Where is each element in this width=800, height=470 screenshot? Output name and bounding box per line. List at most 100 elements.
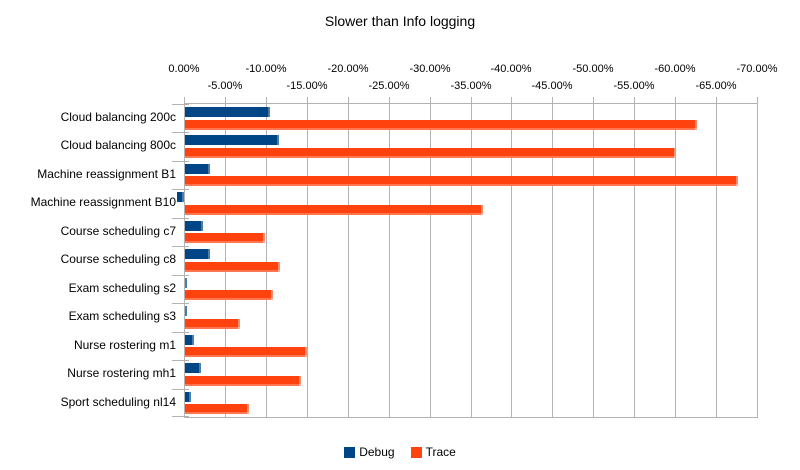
gridline (634, 104, 635, 417)
legend: Debug Trace (0, 443, 800, 461)
x-axis-tick-label: -30.00% (409, 63, 451, 75)
axis-tick (757, 97, 758, 103)
bar-trace-9 (185, 347, 307, 357)
x-axis-tick-label: -55.00% (613, 80, 655, 92)
category-axis-tick (172, 303, 189, 304)
axis-tick (511, 97, 512, 103)
legend-item-debug: Debug (344, 445, 395, 459)
category-label: Exam scheduling s2 (68, 280, 176, 295)
legend-item-trace: Trace (410, 445, 456, 459)
category-label: Machine reassignment B10 (30, 195, 176, 210)
axis-tick (471, 97, 472, 103)
bar-debug-4 (177, 192, 184, 202)
axis-tick (675, 97, 676, 103)
x-axis-tick-label: -50.00% (572, 63, 614, 75)
y-axis-line (184, 104, 185, 417)
x-axis-tick-label: -45.00% (531, 80, 573, 92)
category-label: Cloud balancing 800c (60, 138, 176, 153)
bar-trace-7 (185, 290, 273, 300)
x-axis-tick-label: -10.00% (245, 63, 287, 75)
chart-title: Slower than Info logging (324, 13, 476, 29)
category-axis-tick (172, 189, 189, 190)
x-axis-tick-label: 0.00% (168, 63, 200, 75)
bar-debug-7 (185, 278, 187, 288)
category-axis-tick (172, 218, 189, 219)
axis-tick (225, 97, 226, 103)
category-axis-tick (172, 416, 189, 417)
legend-label-trace: Trace (425, 445, 456, 459)
trace-color-swatch (410, 446, 422, 458)
x-axis-tick-label: -40.00% (490, 63, 532, 75)
axis-tick (716, 97, 717, 103)
category-axis-tick (172, 360, 189, 361)
axis-tick (634, 97, 635, 103)
x-axis-tick-label: -5.00% (207, 80, 243, 92)
bar-trace-11 (185, 404, 249, 414)
bar-debug-2 (185, 135, 279, 145)
x-axis-tick-label: -35.00% (450, 80, 492, 92)
gridline (389, 104, 390, 417)
gridline (552, 104, 553, 417)
category-axis-tick (172, 161, 189, 162)
category-axis-tick (172, 246, 189, 247)
bar-trace-2 (185, 148, 676, 158)
x-axis-tick-label: -20.00% (327, 63, 369, 75)
category-axis-tick (172, 389, 189, 390)
bar-debug-1 (185, 107, 270, 117)
category-label: Cloud balancing 200c (60, 110, 176, 124)
category-label: Nurse rostering mh1 (67, 366, 176, 381)
category-axis-tick (172, 275, 189, 276)
category-label: Sport scheduling nl14 (60, 394, 176, 409)
category-axis-tick (172, 132, 189, 133)
gridline (593, 104, 594, 417)
axis-tick (307, 97, 308, 103)
bar-trace-4 (185, 205, 483, 215)
bar-trace-5 (185, 233, 265, 243)
bar-trace-10 (185, 376, 301, 386)
gridline (348, 104, 349, 417)
bar-debug-8 (185, 306, 187, 316)
legend-label-debug: Debug (359, 445, 395, 459)
x-axis-tick-label: -25.00% (368, 80, 410, 92)
category-label: Machine reassignment B1 (37, 166, 176, 181)
axis-tick (593, 97, 594, 103)
bar-debug-11 (185, 392, 191, 402)
x-axis-tick-label: -15.00% (286, 80, 328, 92)
axis-tick (552, 97, 553, 103)
plot-area (172, 97, 758, 418)
bar-debug-3 (185, 164, 210, 174)
x-axis-tick-label: -65.00% (695, 80, 737, 92)
gridline (511, 104, 512, 417)
category-label: Nurse rostering m1 (73, 337, 176, 352)
bar-debug-10 (185, 363, 201, 373)
x-axis-tick-label: -70.00% (736, 63, 778, 75)
category-label: Course scheduling c8 (60, 252, 176, 267)
bar-trace-3 (185, 176, 738, 186)
bar-debug-6 (185, 249, 210, 259)
gridline (307, 104, 308, 417)
bar-debug-9 (185, 335, 194, 345)
gridline (430, 104, 431, 417)
axis-tick (389, 97, 390, 103)
x-axis-tick-label: -60.00% (654, 63, 696, 75)
gridline (471, 104, 472, 417)
gridline (266, 104, 267, 417)
category-label: Course scheduling c7 (60, 223, 176, 238)
category-axis-tick (172, 104, 189, 105)
axis-tick (348, 97, 349, 103)
axis-tick (184, 97, 185, 103)
bar-trace-1 (185, 120, 697, 130)
gridline (675, 104, 676, 417)
gridline (225, 104, 226, 417)
axis-tick (430, 97, 431, 103)
bar-debug-5 (185, 221, 203, 231)
gridline (716, 104, 717, 417)
gridline (757, 104, 758, 417)
bar-trace-6 (185, 262, 280, 272)
category-label: Exam scheduling s3 (68, 309, 176, 324)
category-axis-tick (172, 332, 189, 333)
axis-tick (266, 97, 267, 103)
debug-color-swatch (344, 446, 356, 458)
bar-trace-8 (185, 319, 240, 329)
